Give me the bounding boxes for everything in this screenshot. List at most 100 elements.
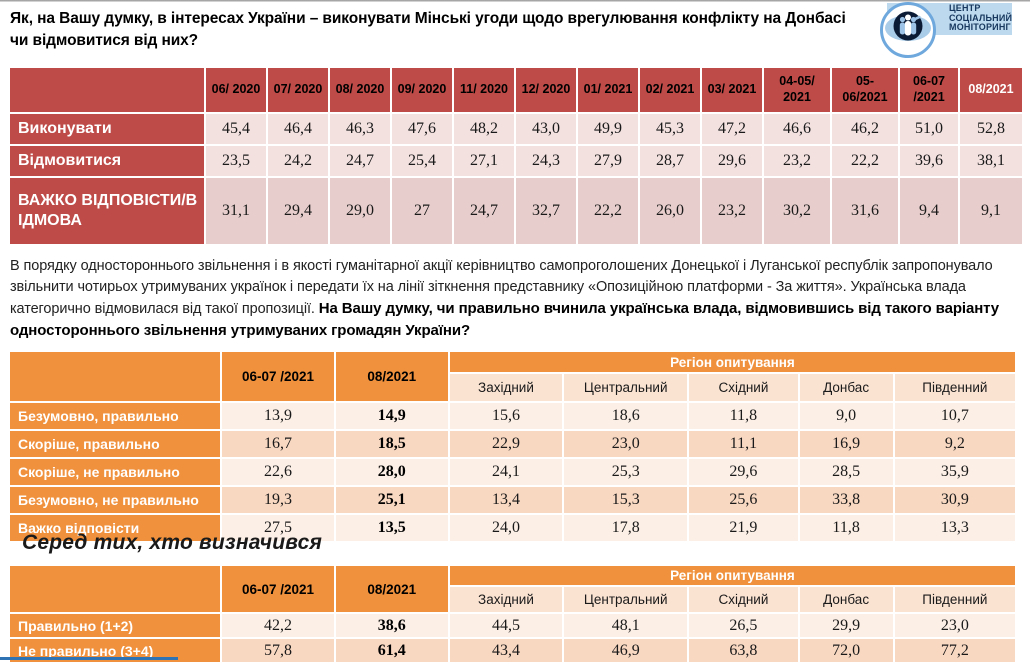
row-label: Не правильно (3+4) [10,639,221,662]
table-subheader-row: Західний Центральний Східний Донбас Півд… [10,374,1015,401]
value-cell: 47,2 [702,114,762,144]
org-logo-line: МОНІТОРИНГ [949,22,1011,32]
region-header: Донбас [799,374,893,401]
value-cell: 46,4 [268,114,328,144]
table-row: Безумовно, не правильно 19,3 25,1 13,4 1… [10,487,1015,513]
value-cell: 25,4 [392,146,452,176]
value-cell: 27,1 [454,146,514,176]
value-cell: 46,3 [330,114,390,144]
col-header: 01/ 2021 [578,68,638,112]
row-label: Безумовно, правильно [10,403,221,429]
region-header: Східний [689,374,798,401]
value-cell: 28,5 [799,459,893,485]
table-header-row: 06/ 2020 07/ 2020 08/ 2020 09/ 2020 11/ … [10,68,1022,112]
value-cell: 29,9 [799,614,893,637]
org-logo-text: ЦЕНТР СОЦІАЛЬНИЙ МОНІТОРИНГ [949,3,1013,33]
org-logo-line: ЦЕНТР [949,3,981,13]
col-header: 09/ 2020 [392,68,452,112]
value-cell: 21,9 [689,515,798,541]
value-cell: 31,1 [206,178,266,244]
col-header: 06-07 /2021 [900,68,958,112]
col-header: 02/ 2021 [640,68,700,112]
value-cell: 22,6 [222,459,334,485]
bottom-divider [0,657,178,660]
col-header: 08/2021 [335,352,448,401]
decided-only-table: 06-07 /2021 08/2021 Регіон опитування За… [8,564,1017,664]
value-cell: 28,7 [640,146,700,176]
col-header: 06/ 2020 [206,68,266,112]
table-row: Скоріше, не правильно 22,6 28,0 24,1 25,… [10,459,1015,485]
value-cell: 9,1 [960,178,1022,244]
value-cell: 24,3 [516,146,576,176]
row-label: ВАЖКО ВІДПОВІСТИ/ВІДМОВА [10,178,204,244]
value-cell: 29,0 [330,178,390,244]
value-cell: 44,5 [449,614,563,637]
value-cell: 24,7 [454,178,514,244]
value-cell: 43,0 [516,114,576,144]
value-cell: 16,7 [222,431,334,457]
value-cell: 49,9 [578,114,638,144]
release-opinion-table: 06-07 /2021 08/2021 Регіон опитування За… [8,350,1017,543]
value-cell: 33,8 [799,487,893,513]
corner-cell [10,352,221,401]
value-cell: 25,6 [689,487,798,513]
value-cell: 23,5 [206,146,266,176]
value-cell: 25,1 [335,487,448,513]
col-header: 08/2021 [335,566,448,612]
value-cell: 45,4 [206,114,266,144]
value-cell: 17,8 [564,515,688,541]
value-cell: 19,3 [222,487,334,513]
value-cell: 32,7 [516,178,576,244]
value-cell: 11,8 [799,515,893,541]
value-cell: 22,2 [832,146,898,176]
value-cell: 63,8 [689,639,798,662]
value-cell: 30,2 [764,178,830,244]
table-header-row: 06-07 /2021 08/2021 Регіон опитування [10,566,1015,612]
table-row: Безумовно, правильно 13,9 14,9 15,6 18,6… [10,403,1015,429]
eye-people-logo-icon [880,2,936,58]
value-cell: 29,6 [702,146,762,176]
value-cell: 27,5 [222,515,334,541]
value-cell: 16,9 [799,431,893,457]
row-label: Скоріше, правильно [10,431,221,457]
table-subheader-row: Західний Центральний Східний Донбас Півд… [10,587,1015,612]
value-cell: 52,8 [960,114,1022,144]
value-cell: 51,0 [900,114,958,144]
value-cell: 9,0 [799,403,893,429]
value-cell: 13,3 [894,515,1015,541]
value-cell: 43,4 [449,639,563,662]
region-header: Донбас [799,587,893,612]
value-cell: 39,6 [900,146,958,176]
table-row: ВАЖКО ВІДПОВІСТИ/ВІДМОВА 31,1 29,4 29,0 … [10,178,1022,244]
table-row: Не правильно (3+4) 57,8 61,4 43,4 46,9 6… [10,639,1015,662]
col-header: 06-07 /2021 [222,566,334,612]
value-cell: 46,9 [564,639,688,662]
value-cell: 48,2 [454,114,514,144]
value-cell: 22,2 [578,178,638,244]
col-header: 05- 06/2021 [832,68,898,112]
minsk-agreements-table: 06/ 2020 07/ 2020 08/ 2020 09/ 2020 11/ … [8,66,1024,246]
region-header: Центральний [564,374,688,401]
col-header: 11/ 2020 [454,68,514,112]
table-row: Важко відповісти 27,5 13,5 24,0 17,8 21,… [10,515,1015,541]
value-cell: 30,9 [894,487,1015,513]
value-cell: 27 [392,178,452,244]
value-cell: 23,0 [564,431,688,457]
value-cell: 18,6 [564,403,688,429]
region-header: Східний [689,587,798,612]
table-row: Скоріше, правильно 16,7 18,5 22,9 23,0 1… [10,431,1015,457]
row-label: Правильно (1+2) [10,614,221,637]
region-header: Південний [894,587,1015,612]
value-cell: 24,2 [268,146,328,176]
value-cell: 61,4 [335,639,448,662]
org-logo-line: СОЦІАЛЬНИЙ [949,12,1013,23]
region-header: Західний [449,587,563,612]
region-header: Західний [449,374,563,401]
value-cell: 22,9 [449,431,563,457]
value-cell: 23,2 [702,178,762,244]
col-header: 04-05/ 2021 [764,68,830,112]
col-header: 08/2021 [960,68,1022,112]
col-header: 07/ 2020 [268,68,328,112]
value-cell: 28,0 [335,459,448,485]
value-cell: 72,0 [799,639,893,662]
